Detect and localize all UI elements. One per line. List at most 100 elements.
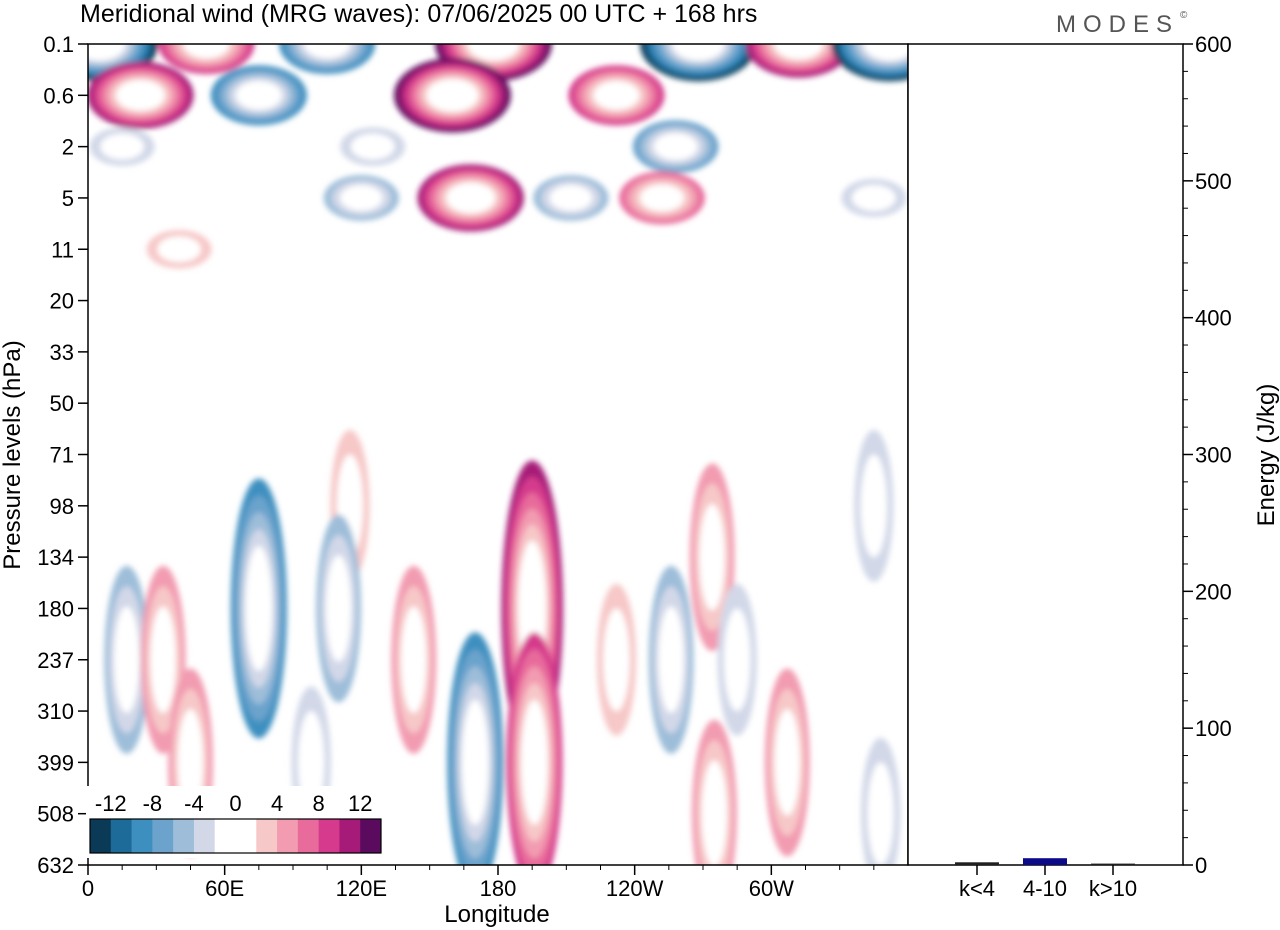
x-tick-label: 120W — [606, 876, 664, 901]
field-contour-28-1 — [521, 699, 548, 825]
colorbar-swatch — [297, 819, 320, 853]
field-contour-12-1 — [100, 133, 145, 160]
x-tick-label: 60E — [205, 876, 244, 901]
y-tick-label: 0.1 — [43, 32, 74, 57]
field-contour-4-1 — [672, 44, 725, 61]
colorbar-label: -4 — [184, 791, 204, 816]
field-contour-8-1 — [235, 80, 282, 110]
y-tick-label: 98 — [50, 494, 74, 519]
colorbar-swatch — [131, 819, 153, 853]
field-contour-21-1 — [493, 284, 548, 317]
colorbar-frame — [89, 818, 382, 854]
field-contour-11-1 — [653, 133, 698, 161]
y-tick-label: 2 — [62, 135, 74, 160]
colorbar-swatch — [256, 819, 278, 853]
y-tick-label: 237 — [37, 648, 74, 673]
longitude-axis: 0 60E 120E 180 120W 60W — [82, 865, 875, 901]
colorbar-swatch — [173, 819, 195, 853]
energy-tick-label: 600 — [1195, 32, 1232, 57]
energy-bar — [1091, 863, 1135, 866]
field-contour-19-1 — [157, 236, 202, 263]
energy-bars: k<4 4-10 k>10 — [955, 858, 1137, 901]
field-contour-40-1 — [774, 709, 800, 816]
energy-tick-label: 500 — [1195, 169, 1232, 194]
field-contour-0-1 — [88, 44, 126, 61]
field-contour-1-1 — [183, 44, 230, 59]
modes-logo: MODES — [1056, 11, 1179, 38]
field-contour-16-1 — [640, 184, 684, 212]
colorbar-swatch — [110, 819, 132, 853]
field-contour-18-1 — [851, 184, 896, 211]
colorbar-swatch — [235, 819, 257, 853]
pressure-axis: 0.1 0.6 2 5 11 20 33 50 71 98 134 180 237 310 399 508 63… — [37, 32, 88, 878]
colorbar-swatch — [360, 819, 382, 853]
y-tick-label: 134 — [37, 545, 74, 570]
colorbar-legend: -12 -8 -4 0 4 8 12 — [86, 786, 384, 858]
y-tick-label: 5 — [62, 186, 74, 211]
x-tick-label: 120E — [336, 876, 387, 901]
x-tick-label: 0 — [82, 876, 94, 901]
field-contour-10-1 — [593, 80, 640, 110]
y-tick-label: 508 — [37, 802, 74, 827]
energy-tick-label: 400 — [1195, 306, 1232, 331]
field-contour-23-1 — [356, 336, 412, 368]
energy-bar — [1023, 858, 1067, 865]
y-tick-label: 71 — [50, 443, 74, 468]
colorbar-swatch — [90, 819, 112, 853]
colorbar-swatch — [339, 819, 361, 853]
field-contour-41-1 — [701, 760, 728, 865]
heatmap-field — [88, 44, 908, 865]
field-contour-29-1 — [461, 699, 489, 825]
energy-tick-label: 200 — [1195, 579, 1232, 604]
field-contour-14-1 — [446, 182, 496, 214]
logo-mark: © — [1180, 10, 1188, 21]
field-contour-30-1 — [245, 546, 273, 671]
field-contour-7-1 — [115, 79, 165, 111]
x-tick-label: 60W — [749, 876, 794, 901]
y-tick-label: 20 — [50, 289, 74, 314]
y-tick-label: 33 — [50, 340, 74, 365]
field-contour-43-1 — [860, 454, 888, 558]
field-contour-6-1 — [863, 44, 908, 61]
field-contour-42-1 — [867, 762, 894, 865]
field-contour-3-1 — [467, 44, 520, 61]
y-tick-label: 0.6 — [43, 83, 74, 108]
field-contour-39-1 — [723, 608, 751, 712]
energy-category-label: k>10 — [1089, 876, 1137, 901]
field-contour-13-1 — [350, 133, 395, 160]
field-contour-2-1 — [304, 44, 351, 59]
y-tick-label: 310 — [37, 699, 74, 724]
energy-category-label: k<4 — [959, 876, 995, 901]
energy-axis-label: Energy (J/kg) — [1253, 384, 1280, 527]
energy-tick-label: 300 — [1195, 443, 1232, 468]
colorbar-label: 8 — [313, 791, 325, 816]
field-contour-25-1 — [657, 438, 712, 471]
energy-panel-frame — [907, 43, 1184, 866]
energy-tick-label: 100 — [1195, 716, 1232, 741]
y-tick-label: 632 — [37, 853, 74, 878]
field-contour-9-1 — [426, 78, 479, 112]
field-contour-20-1 — [534, 233, 589, 265]
energy-bar — [955, 862, 999, 865]
energy-tick-label: 0 — [1195, 853, 1207, 878]
y-tick-label: 399 — [37, 750, 74, 775]
field-contour-5-1 — [774, 44, 824, 60]
y-tick-label: 50 — [50, 391, 74, 416]
field-contour-22-1 — [744, 336, 799, 368]
field-contour-15-1 — [549, 185, 593, 211]
colorbar-swatch — [277, 819, 299, 853]
colorbar-swatch — [193, 819, 216, 853]
field-contour-37-1 — [658, 606, 684, 714]
colorbar-swatch — [318, 819, 340, 853]
field-contour-32-1 — [150, 606, 176, 714]
colorbar-swatch — [214, 819, 236, 853]
y-axis-label: Pressure levels (hPa) — [0, 340, 26, 569]
field-contour-38-1 — [699, 503, 725, 611]
colorbar-label: -12 — [95, 791, 127, 816]
chart-title: Meridional wind (MRG waves): 07/06/2025 … — [80, 0, 757, 28]
colorbar-label: 4 — [271, 791, 283, 816]
energy-axis: 0 100 200 300 400 500 600 — [1183, 32, 1232, 878]
field-contour-34-1 — [325, 555, 352, 662]
y-tick-label: 11 — [51, 237, 74, 262]
